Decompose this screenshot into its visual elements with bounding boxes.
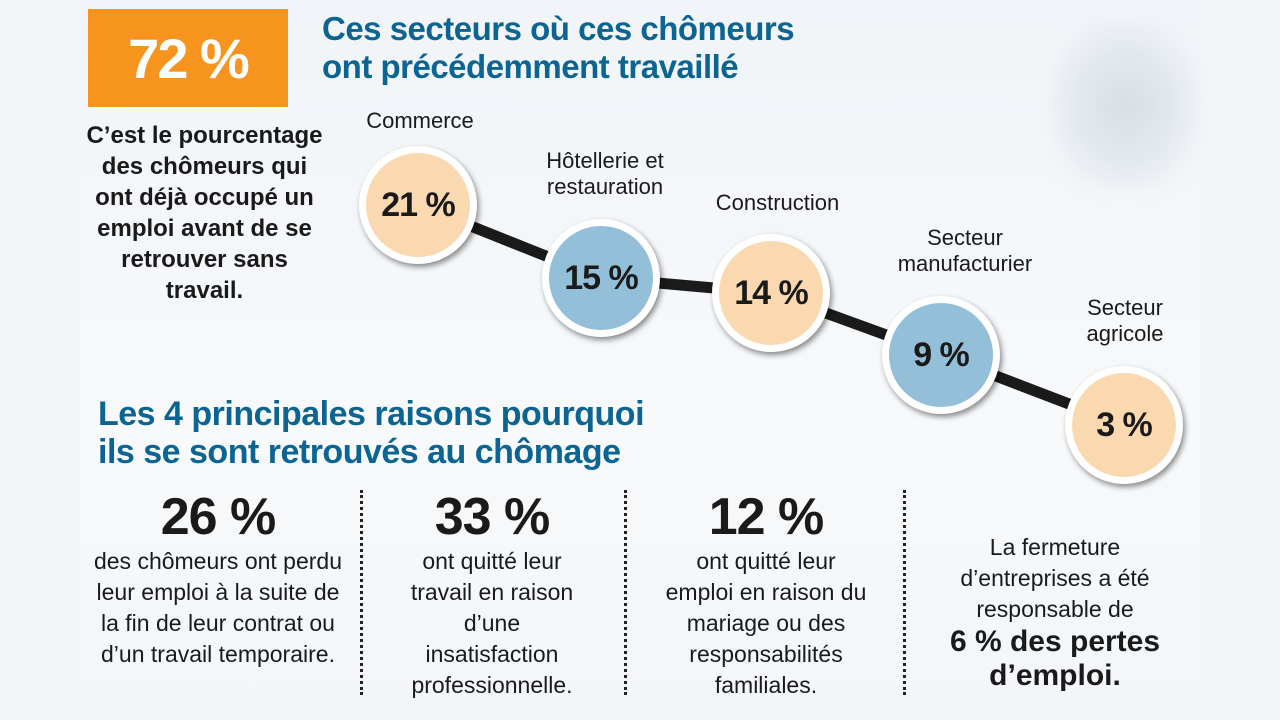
reason-3: 12 % ont quitté leur emploi en raison du…	[641, 488, 891, 701]
divider	[903, 490, 906, 695]
infographic-panel	[80, 0, 1200, 720]
sectors-title-line2: ont précédemment travaillé	[322, 48, 739, 85]
closing-note: La fermeture d’entreprises a été respons…	[925, 532, 1185, 693]
sectors-title-line1: Ces secteurs où ces chômeurs	[322, 10, 795, 47]
headline-value: 72 %	[88, 9, 288, 107]
closing-highlight: 6 % des pertes d’emploi.	[949, 625, 1161, 692]
closing-text: La fermeture d’entreprises a été respons…	[960, 534, 1150, 622]
sector-value-circle: 15 %	[542, 219, 660, 337]
reason-pct: 33 %	[434, 488, 551, 546]
reasons-title-line2: ils se sont retrouvés au chômage	[98, 433, 621, 471]
reason-text: ont quitté leur emploi en raison du mari…	[665, 548, 867, 698]
reason-2: 33 % ont quitté leur travail en raison d…	[367, 488, 617, 701]
reasons-title-line1: Les 4 principales raisons pourquoi	[98, 395, 645, 433]
sector-label: Secteur manufacturier	[897, 225, 1033, 276]
reason-pct: 26 %	[160, 488, 277, 546]
sectors-title: Ces secteurs où ces chômeurs ont précéde…	[322, 10, 795, 86]
headline-caption: C’est le pourcentage des chômeurs qui on…	[86, 122, 323, 304]
reasons-title: Les 4 principales raisons pourquoi ils s…	[98, 395, 645, 471]
divider	[360, 490, 363, 695]
divider	[624, 490, 627, 695]
reason-text: des chômeurs ont perdu leur emploi à la …	[93, 548, 343, 667]
sector-value-circle: 14 %	[712, 234, 830, 352]
sector-label: Construction	[715, 190, 840, 215]
sector-value-circle: 21 %	[359, 146, 477, 264]
sector-value-circle: 9 %	[882, 296, 1000, 414]
blurred-photo	[1050, 20, 1200, 190]
reason-pct: 12 %	[708, 488, 825, 546]
sector-label: Hôtellerie et restauration	[546, 148, 664, 199]
sector-value-circle: 3 %	[1065, 366, 1183, 484]
sector-label: Secteur agricole	[1086, 295, 1164, 346]
reason-1: 26 % des chômeurs ont perdu leur emploi …	[93, 488, 343, 670]
sector-label: Commerce	[366, 108, 474, 133]
reason-text: ont quitté leur travail en raison d’une …	[410, 548, 574, 698]
